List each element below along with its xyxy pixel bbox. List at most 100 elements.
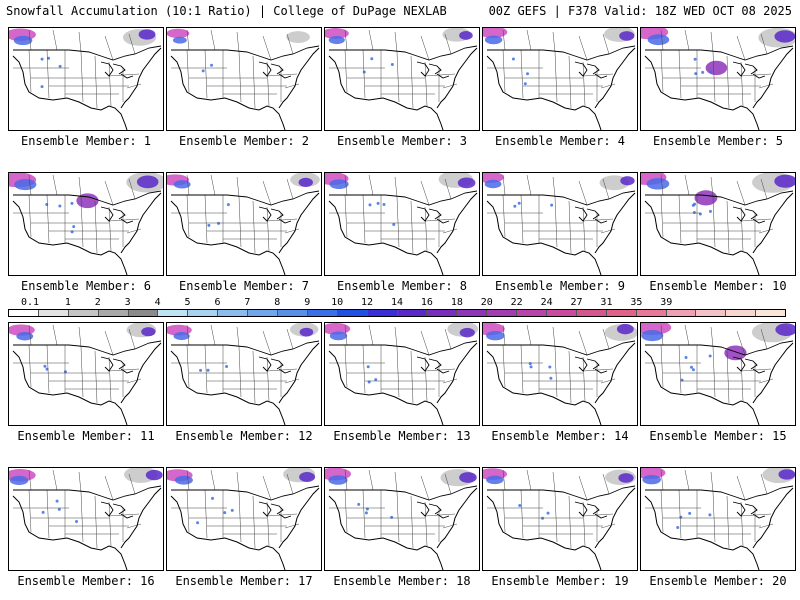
province-boundary <box>286 178 294 200</box>
international-border <box>171 45 320 61</box>
snow-patch <box>620 176 635 186</box>
snow-patch <box>709 70 713 74</box>
coastline <box>328 495 444 570</box>
great-lakes <box>258 206 292 224</box>
snow-patch <box>778 469 795 480</box>
province-boundary <box>186 469 190 491</box>
coastline <box>328 350 444 425</box>
snow-patch <box>642 475 661 485</box>
province-boundary <box>526 324 532 346</box>
state-boundary <box>252 200 256 254</box>
east-coastline <box>594 342 636 404</box>
province-boundary <box>736 330 746 356</box>
province-boundary <box>660 324 664 346</box>
state-boundary <box>520 194 524 244</box>
legend-swatch <box>9 310 39 316</box>
province-boundary <box>286 473 294 495</box>
coastline <box>486 350 602 425</box>
snow-patch <box>774 30 795 43</box>
snowfall-map <box>641 173 795 275</box>
province-boundary <box>736 35 746 61</box>
snowfall-map <box>641 468 795 570</box>
state-boundary <box>396 346 400 398</box>
snow-patch <box>550 203 554 207</box>
legend-tick-label: 3 <box>124 297 131 308</box>
ensemble-member-label: Ensemble Member: 9 <box>494 279 626 293</box>
province-boundary <box>526 469 532 491</box>
province-boundary <box>526 174 532 196</box>
province-boundary <box>602 178 610 200</box>
state-boundary <box>726 350 730 404</box>
state-boundary <box>126 523 142 529</box>
province-boundary <box>52 29 58 51</box>
ensemble-map-panel <box>324 322 480 426</box>
legend-swatch <box>278 310 308 316</box>
state-boundary <box>108 513 140 517</box>
state-boundary <box>740 73 772 77</box>
state-boundary <box>568 350 572 404</box>
state-boundary <box>46 49 50 99</box>
legend-swatch <box>98 310 129 316</box>
province-boundary <box>578 475 588 501</box>
legend-swatch <box>666 310 697 316</box>
province-boundary <box>660 174 664 196</box>
state-boundary <box>740 206 744 252</box>
state-boundary <box>740 368 772 372</box>
ensemble-member-label: Ensemble Member: 12 <box>175 429 313 443</box>
state-boundary <box>582 61 586 107</box>
state-boundary <box>678 194 682 244</box>
snow-patch <box>141 327 156 337</box>
snowfall-map <box>9 468 163 570</box>
state-boundary <box>28 344 32 388</box>
legend-tick-label: 35 <box>630 297 643 308</box>
state-boundary <box>712 346 716 398</box>
snow-patch <box>392 222 396 226</box>
snow-patch <box>196 521 200 525</box>
legend-swatch <box>128 310 159 316</box>
international-border <box>487 485 636 501</box>
international-border <box>329 190 478 206</box>
snow-patch <box>41 510 45 514</box>
ensemble-member-label: Ensemble Member: 14 <box>491 429 629 443</box>
state-boundary <box>344 344 348 388</box>
state-boundary <box>660 489 664 533</box>
province-boundary <box>368 174 374 196</box>
international-border <box>13 340 162 356</box>
great-lakes <box>416 206 450 224</box>
map-title: Snowfall Accumulation (10:1 Ratio) | Col… <box>6 4 447 18</box>
province-boundary <box>760 473 768 495</box>
ensemble-map-panel <box>640 27 796 131</box>
international-border <box>329 45 478 61</box>
snowfall-map <box>9 323 162 425</box>
snow-patch <box>679 515 683 519</box>
east-coastline <box>278 192 320 254</box>
ensemble-map-panel <box>8 467 164 571</box>
state-boundary <box>204 489 208 539</box>
legend-tick-label: 0.1 <box>20 297 40 308</box>
snow-patch <box>390 63 394 67</box>
legend-tick-label: 12 <box>361 297 374 308</box>
coastline <box>12 55 128 130</box>
snow-patch <box>484 179 502 189</box>
snow-patch <box>484 35 503 45</box>
province-boundary <box>78 31 82 53</box>
state-boundary <box>410 55 414 109</box>
snow-patch <box>688 511 692 515</box>
state-boundary <box>582 368 614 372</box>
state-boundary <box>424 513 456 517</box>
province-boundary <box>286 328 294 350</box>
province-boundary <box>710 31 714 53</box>
ensemble-map-panel <box>324 172 480 276</box>
east-coastline <box>120 192 162 254</box>
snow-patch <box>63 370 67 374</box>
great-lakes <box>732 206 766 224</box>
state-boundary <box>758 83 774 89</box>
state-boundary <box>94 495 98 549</box>
snow-patch <box>457 177 476 189</box>
snow-patch <box>145 469 163 481</box>
state-boundary <box>582 501 586 547</box>
ensemble-map-panel <box>8 27 164 131</box>
legend-tick-label: 18 <box>450 297 463 308</box>
snow-patch <box>43 364 47 368</box>
state-boundary <box>80 491 84 543</box>
